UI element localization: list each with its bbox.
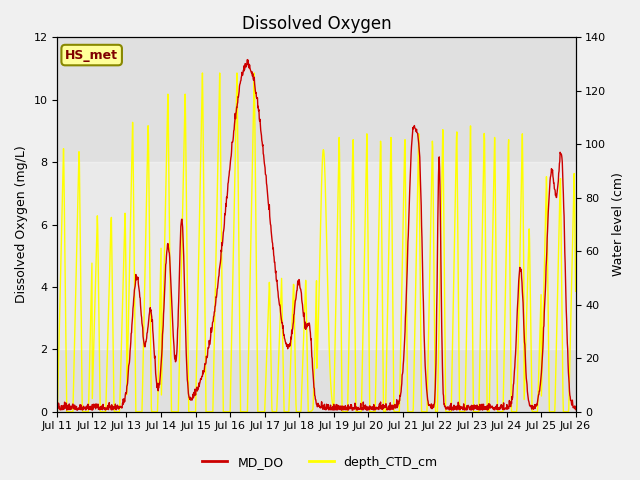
- MD_DO: [258, 132, 266, 138]
- MD_DO: [397, 394, 404, 399]
- depth_CTD_cm: [572, 288, 579, 294]
- Legend: MD_DO, depth_CTD_cm: MD_DO, depth_CTD_cm: [197, 451, 443, 474]
- MD_DO: [572, 407, 579, 412]
- Bar: [58, 162, 575, 349]
- MD_DO: [54, 402, 61, 408]
- depth_CTD_cm: [257, 409, 265, 415]
- Text: HS_met: HS_met: [65, 48, 118, 61]
- depth_CTD_cm: [396, 380, 404, 385]
- depth_CTD_cm: [168, 409, 175, 415]
- MD_DO: [482, 407, 490, 412]
- depth_CTD_cm: [198, 70, 206, 76]
- Title: Dissolved Oxygen: Dissolved Oxygen: [242, 15, 391, 33]
- MD_DO: [244, 57, 252, 62]
- depth_CTD_cm: [54, 409, 61, 415]
- Line: depth_CTD_cm: depth_CTD_cm: [58, 73, 575, 412]
- MD_DO: [270, 254, 278, 260]
- depth_CTD_cm: [270, 409, 278, 415]
- MD_DO: [88, 407, 96, 413]
- Y-axis label: Water level (cm): Water level (cm): [612, 173, 625, 276]
- MD_DO: [168, 310, 176, 316]
- depth_CTD_cm: [481, 212, 489, 217]
- depth_CTD_cm: [526, 262, 534, 267]
- Y-axis label: Dissolved Oxygen (mg/L): Dissolved Oxygen (mg/L): [15, 145, 28, 303]
- MD_DO: [527, 403, 534, 408]
- Line: MD_DO: MD_DO: [58, 60, 575, 410]
